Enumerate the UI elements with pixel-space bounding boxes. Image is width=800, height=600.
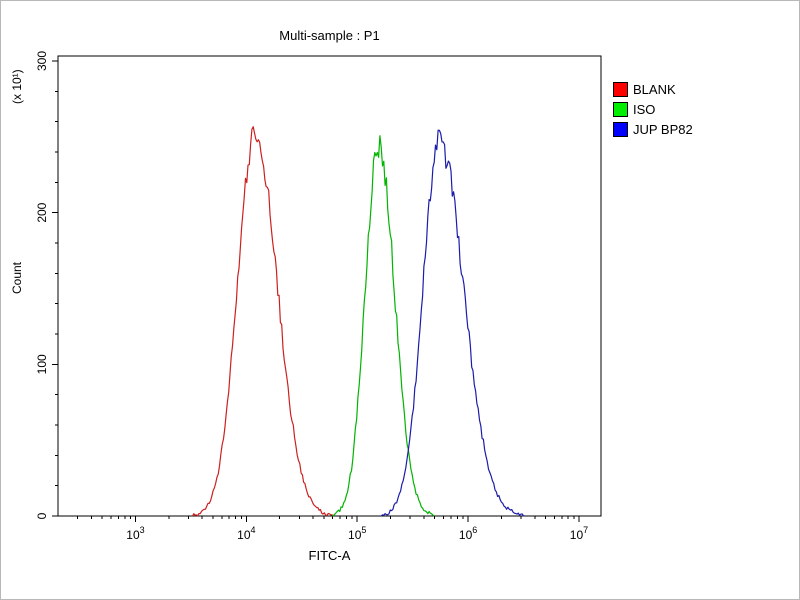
legend-label: BLANK — [633, 81, 676, 97]
series-curve-jup-bp82 — [380, 129, 525, 517]
series-curve-iso — [331, 135, 435, 517]
y-axis-tick-label: 200 — [35, 202, 49, 222]
series-curve-blank — [191, 126, 334, 517]
chart-title: Multi-sample : P1 — [279, 28, 380, 43]
legend-swatch-red — [613, 81, 628, 97]
plot-border — [57, 55, 602, 517]
x-axis-tick-label: 107 — [570, 525, 588, 542]
legend-item-blank: BLANK — [613, 81, 693, 97]
legend-label: JUP BP82 — [633, 121, 693, 137]
y-axis-tick-label: 100 — [35, 354, 49, 374]
y-axis-tick-label: 300 — [35, 51, 49, 71]
legend-label: ISO — [633, 101, 656, 117]
legend-item-jup-bp82: JUP BP82 — [613, 121, 693, 137]
legend-swatch-green — [613, 101, 628, 117]
x-axis-tick-label: 103 — [126, 525, 144, 542]
x-axis-label: FITC-A — [308, 548, 351, 563]
legend-swatch-blue — [613, 121, 628, 137]
x-axis-tick-label: 106 — [459, 525, 477, 542]
y-axis-tick-label: 0 — [35, 512, 49, 519]
x-axis-tick-label: 105 — [348, 525, 366, 542]
legend: BLANK ISO JUP BP82 — [613, 81, 693, 141]
x-axis-tick-label: 104 — [237, 525, 255, 542]
legend-item-iso: ISO — [613, 101, 693, 117]
